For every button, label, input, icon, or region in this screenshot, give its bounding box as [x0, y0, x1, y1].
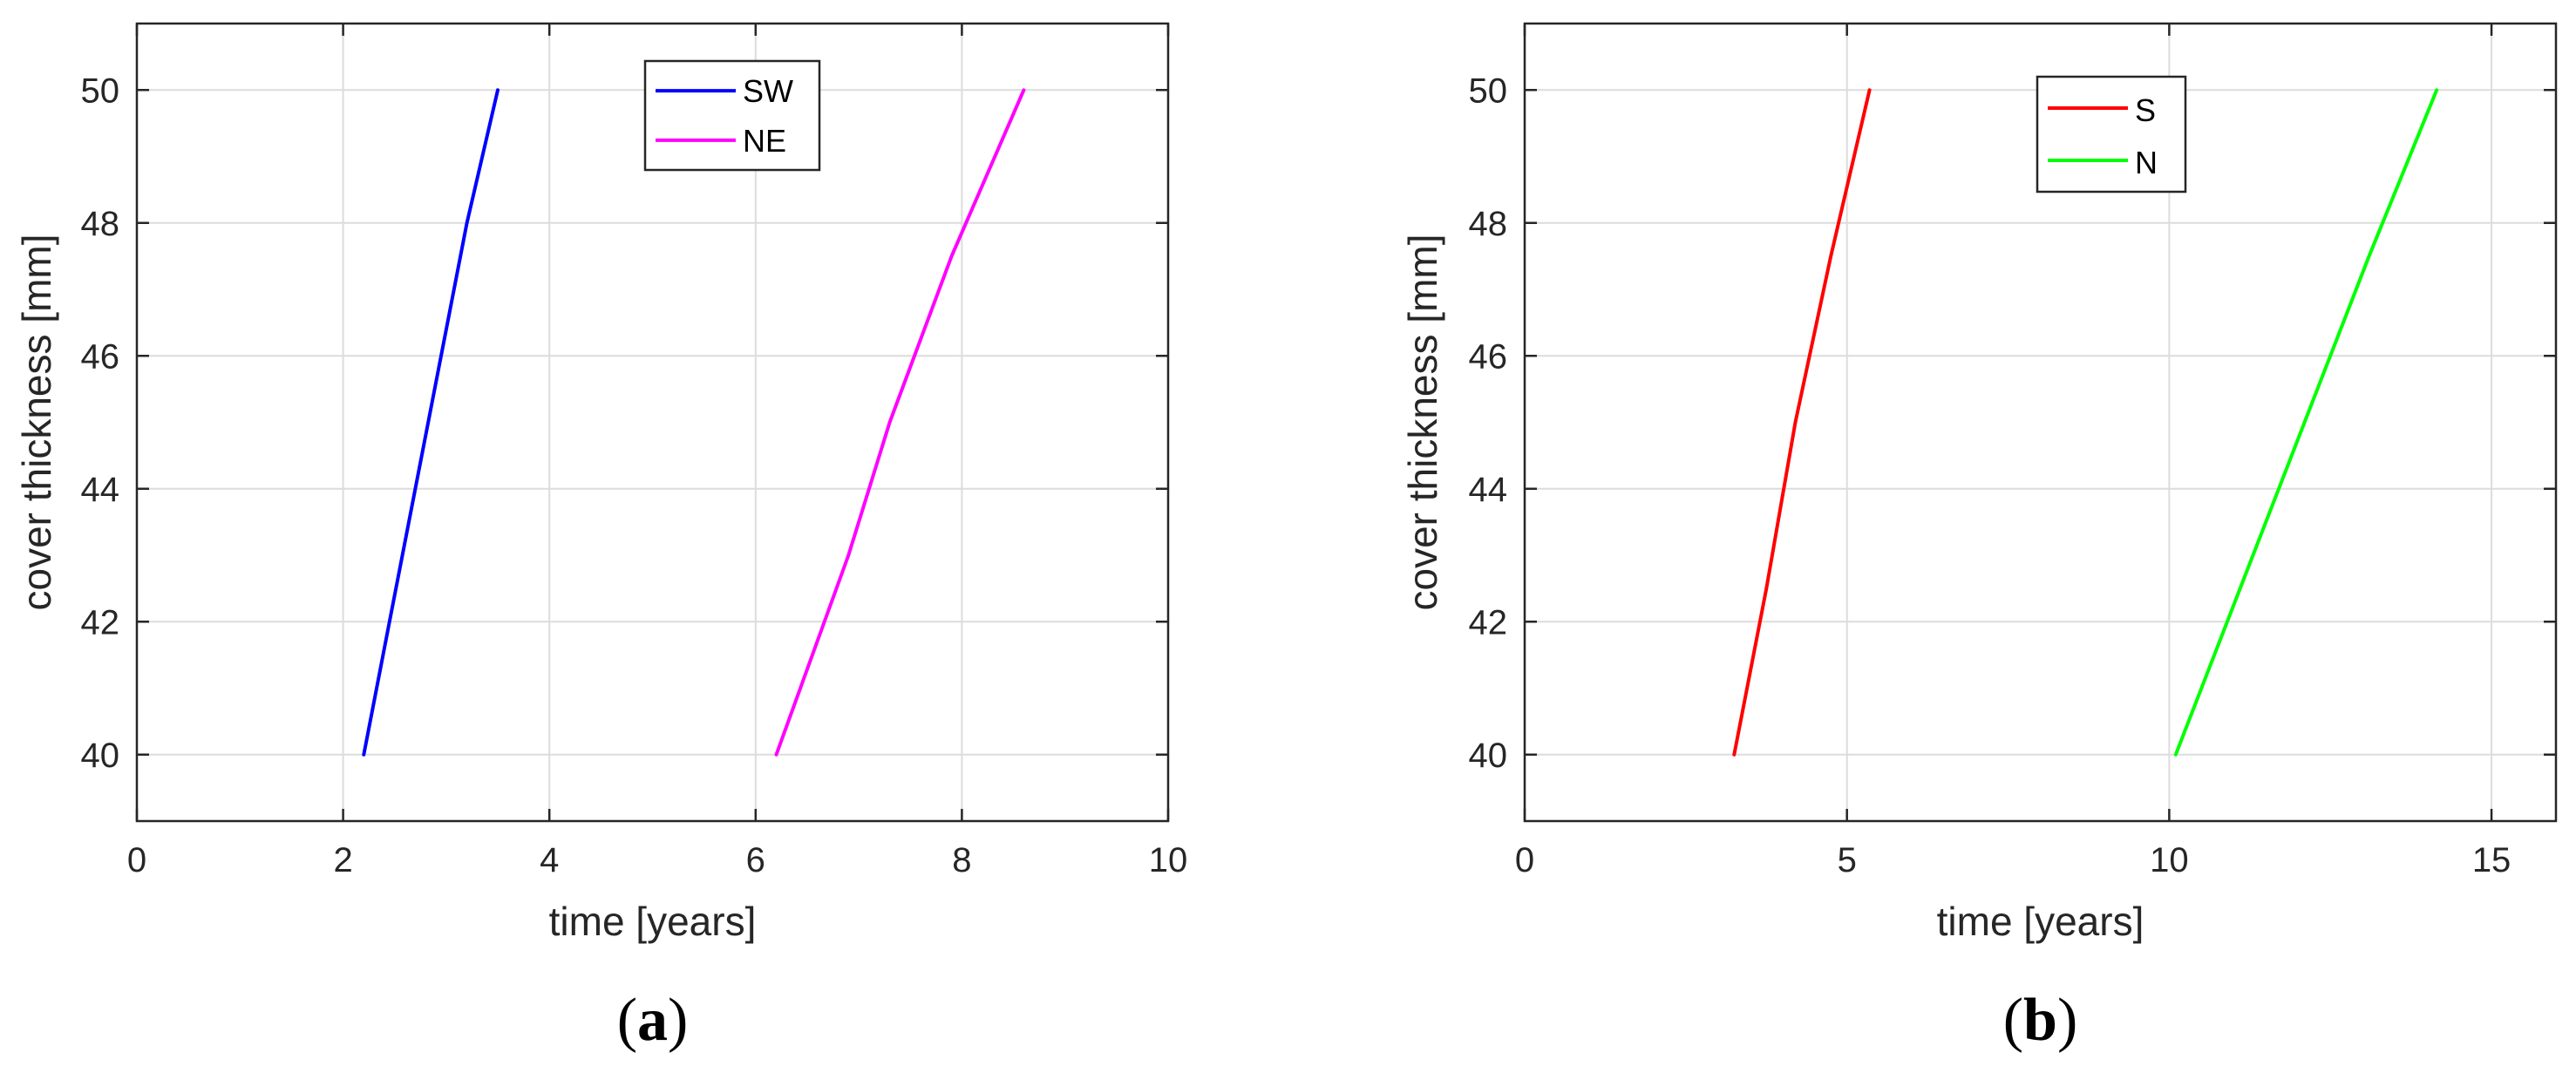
- legend: SW NE: [643, 59, 821, 172]
- y-tick-label: 48: [81, 205, 120, 243]
- x-tick-label: 10: [2150, 841, 2189, 879]
- legend-label-s: S: [2135, 92, 2156, 128]
- legend-box: [643, 59, 821, 172]
- y-tick-label: 44: [1469, 471, 1508, 509]
- y-tick-label: 46: [1469, 337, 1508, 376]
- chart-panel-b: 0 5 10 15 40 42 44 46 48 50 time [years] cover thic…: [1400, 22, 2558, 1054]
- panel-label: (b): [2003, 987, 2078, 1054]
- y-tick-label: 50: [1469, 71, 1508, 110]
- legend-label-n: N: [2135, 145, 2158, 180]
- y-tick-label: 44: [81, 471, 120, 509]
- panel-label: (a): [617, 987, 689, 1054]
- y-tick-label: 40: [81, 737, 120, 775]
- x-tick-label: 0: [127, 841, 146, 879]
- series-line-s: [1732, 88, 1872, 757]
- y-tick-label: 48: [1469, 205, 1508, 243]
- axes-box: [135, 22, 1170, 823]
- legend-box: [2036, 75, 2187, 194]
- x-tick-label: 4: [540, 841, 559, 879]
- y-tick-label: 46: [81, 337, 120, 376]
- x-tick-label: 2: [333, 841, 352, 879]
- x-tick-label: 15: [2472, 841, 2511, 879]
- panel-label-letter: b: [2023, 987, 2057, 1054]
- y-tick-label: 40: [1469, 737, 1508, 775]
- x-axis-label: time [years]: [1937, 899, 2144, 944]
- x-tick-label: 6: [746, 841, 765, 879]
- legend: SN: [2036, 75, 2187, 194]
- y-axis-label: cover thickness [mm]: [14, 234, 59, 611]
- axes-box: [1523, 22, 2558, 823]
- panel-label-close: ): [668, 987, 688, 1054]
- x-tick-label: 10: [1149, 841, 1188, 879]
- series-line-sw: [362, 88, 500, 757]
- panel-label-close: ): [2057, 987, 2077, 1054]
- x-tick-label: 8: [952, 841, 971, 879]
- series-line-n: [2173, 88, 2439, 757]
- x-axis-label: time [years]: [549, 899, 757, 944]
- y-tick-label: 42: [1469, 603, 1508, 642]
- x-tick-label: 5: [1838, 841, 1857, 879]
- legend-label-ne: NE: [743, 123, 786, 159]
- series-line-ne: [774, 88, 1026, 757]
- y-tick-label: 42: [81, 603, 120, 642]
- panel-label-letter: a: [637, 987, 668, 1054]
- y-tick-label: 50: [81, 71, 120, 110]
- x-tick-label: 0: [1515, 841, 1534, 879]
- legend-label-sw: SW: [743, 73, 793, 109]
- panel-label-open: (: [2003, 987, 2023, 1054]
- panel-label-open: (: [617, 987, 637, 1054]
- y-axis-label: cover thickness [mm]: [1400, 234, 1445, 611]
